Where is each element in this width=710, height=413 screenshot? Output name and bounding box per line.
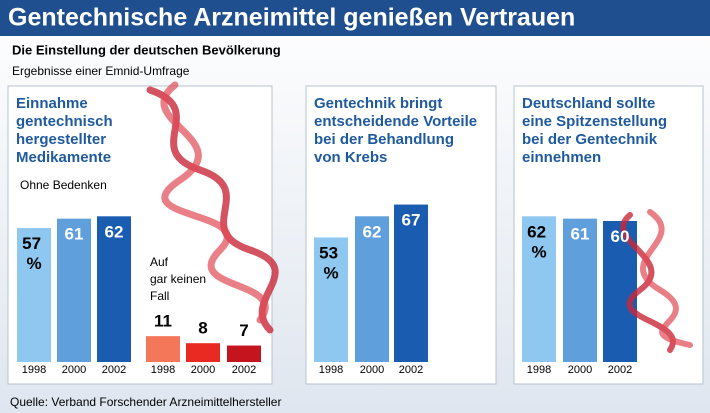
panel-title: einnehmen (522, 149, 601, 166)
panel-title: Gentechnik bringt (314, 95, 442, 112)
group-label: gar keinen (150, 272, 206, 286)
subtitle: Die Einstellung der deutschen Bevölkerun… (12, 42, 281, 57)
bar (227, 345, 261, 362)
panel-title: Medikamente (16, 149, 111, 166)
value-label: 60 (611, 227, 630, 246)
bar (394, 204, 428, 362)
bar (563, 218, 597, 362)
x-tick-label: 2002 (102, 364, 126, 376)
bar (522, 216, 556, 362)
value-label: 62 (105, 223, 124, 242)
bar (17, 228, 51, 362)
bar (186, 343, 220, 362)
note: Ergebnisse einer Emnid-Umfrage (12, 64, 190, 78)
value-label: 53 % (319, 244, 343, 283)
x-tick-label: 2002 (399, 364, 423, 376)
x-tick-label: 2000 (568, 364, 592, 376)
dna-decoration (146, 81, 693, 353)
x-tick-label: 1998 (151, 364, 175, 376)
group-label: Ohne Bedenken (20, 178, 107, 192)
value-label: 67 (402, 211, 421, 230)
bar (97, 216, 131, 362)
bar (355, 216, 389, 362)
x-tick-label: 2002 (232, 364, 256, 376)
x-tick-label: 1998 (22, 364, 46, 376)
x-tick-label: 1998 (527, 364, 551, 376)
group-label: Auf (150, 255, 169, 269)
value-label: 62 % (527, 223, 551, 262)
x-tick-label: 1998 (319, 364, 343, 376)
title: Gentechnische Arzneimittel genießen Vert… (8, 4, 575, 32)
panel-title: eine Spitzenstellung (522, 113, 667, 130)
value-label: 57 % (22, 235, 46, 274)
panel-title: gentechnisch (16, 113, 113, 130)
panel-title: hergestellter (16, 131, 106, 148)
panel-title: bei der Behandlung (314, 131, 454, 148)
bar (314, 237, 348, 362)
value-label: 61 (65, 225, 84, 244)
value-label: 61 (571, 225, 590, 244)
panel-title: Deutschland sollte (522, 95, 655, 112)
x-tick-label: 2002 (608, 364, 632, 376)
panel-title: von Krebs (314, 149, 387, 166)
panel-title: entscheidende Vorteile (314, 113, 477, 130)
x-tick-label: 2000 (360, 364, 384, 376)
bar (57, 218, 91, 362)
group-label: Fall (150, 289, 169, 303)
header-bar (0, 0, 710, 36)
value-label: 7 (239, 321, 248, 340)
value-label: 11 (154, 312, 172, 331)
x-tick-label: 2000 (62, 364, 86, 376)
bar (146, 336, 180, 362)
panel-title: bei der Gentechnik (522, 131, 658, 148)
x-tick-label: 2000 (191, 364, 215, 376)
value-label: 8 (198, 319, 207, 338)
panel-title: Einnahme (16, 95, 88, 112)
value-label: 62 (363, 223, 382, 242)
source: Quelle: Verband Forschender Arzneimittel… (10, 395, 281, 409)
